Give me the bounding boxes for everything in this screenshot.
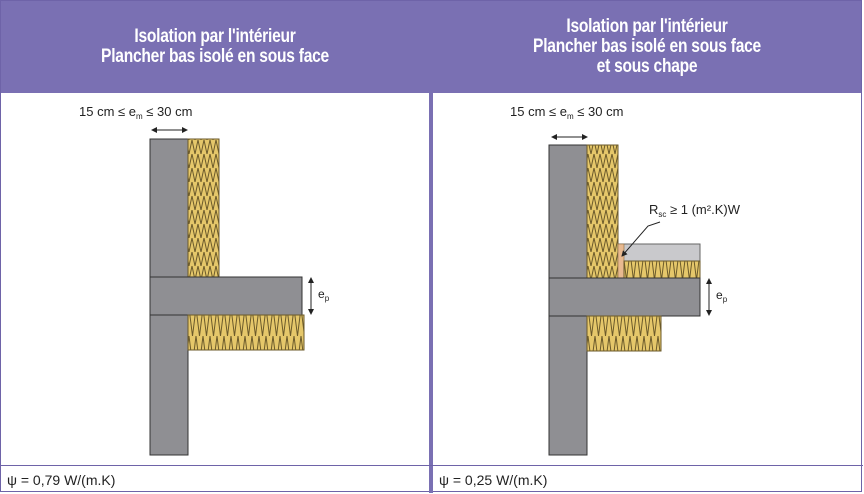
right-slab xyxy=(548,277,701,317)
right-rc-leader xyxy=(621,221,661,257)
header-left-line-1: Isolation par l'intérieur xyxy=(134,26,296,47)
right-rc-label: Rsc ≥ 1 (m².K)W xyxy=(649,202,741,219)
left-underslab-insulation xyxy=(187,314,305,351)
left-diagram: 15 cm ≤ em ≤ 30 cm ep xyxy=(79,104,330,456)
right-underslab-insulation xyxy=(586,315,662,352)
header-left-line-2: Plancher bas isolé en sous face xyxy=(101,46,329,67)
right-ep-label: ep xyxy=(716,288,728,304)
right-edge-strip xyxy=(617,243,625,279)
right-underscreed-insulation xyxy=(623,260,701,279)
psi-value-left: ψ = 0,79 W/(m.K) xyxy=(7,471,116,488)
header-right: Isolation par l'intérieur Plancher bas i… xyxy=(433,1,861,93)
header-right-line-3: et sous chape xyxy=(596,56,698,77)
footer-divider xyxy=(1,465,863,466)
column-divider xyxy=(429,1,433,493)
right-diagram: 15 cm ≤ em ≤ 30 cm ep Rsc ≥ 1 (m².K)W xyxy=(510,104,741,456)
left-dim-label: 15 cm ≤ em ≤ 30 cm xyxy=(79,104,192,121)
left-ep-label: ep xyxy=(318,287,330,303)
psi-value-right: ψ = 0,25 W/(m.K) xyxy=(439,471,548,488)
header-right-line-2: Plancher bas isolé en sous face xyxy=(533,36,761,57)
right-dim-label: 15 cm ≤ em ≤ 30 cm xyxy=(510,104,623,121)
header-left: Isolation par l'intérieur Plancher bas i… xyxy=(1,1,429,93)
left-slab xyxy=(149,276,303,316)
left-wall-insulation xyxy=(187,138,220,278)
right-wall-insulation xyxy=(586,144,619,279)
header-right-line-1: Isolation par l'intérieur xyxy=(566,16,728,37)
